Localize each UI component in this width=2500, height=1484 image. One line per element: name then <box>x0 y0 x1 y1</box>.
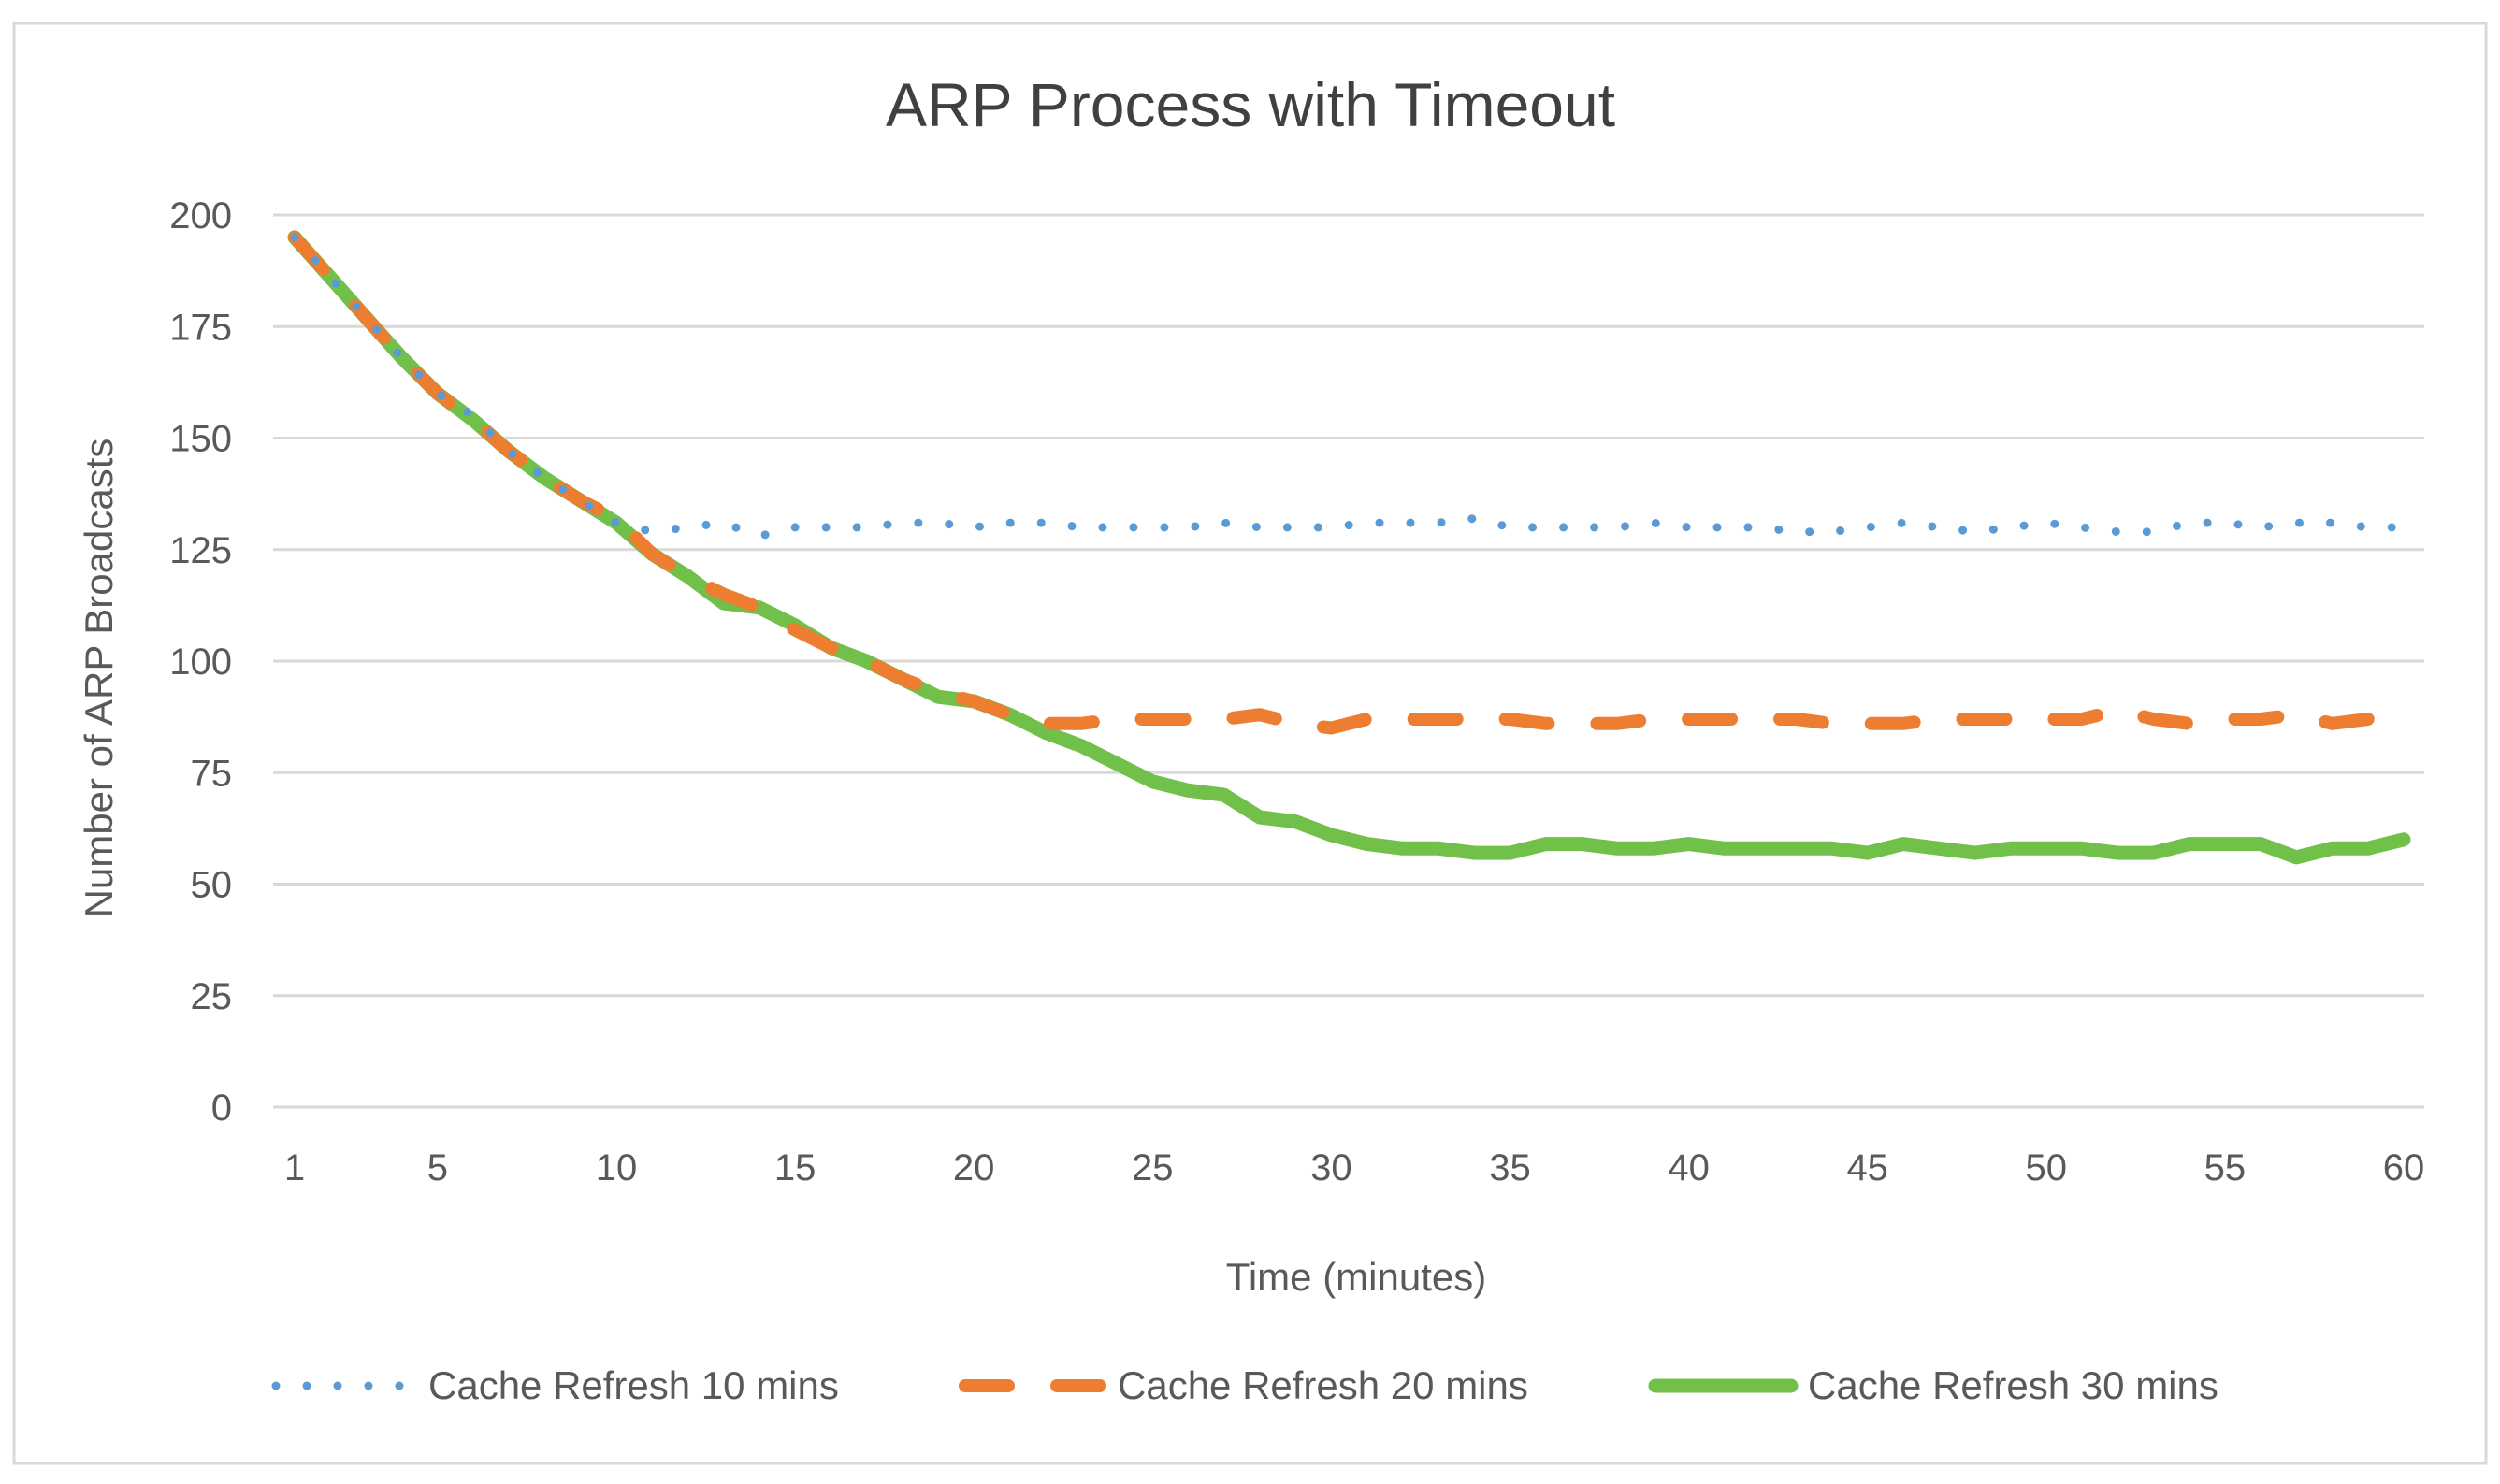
y-tick-label: 125 <box>169 530 232 571</box>
x-tick-label: 40 <box>1668 1147 1710 1189</box>
x-tick-label: 10 <box>596 1147 638 1189</box>
legend-label-2: Cache Refresh 20 mins <box>1118 1363 1528 1407</box>
y-tick-label: 50 <box>191 865 233 906</box>
x-tick-label: 60 <box>2383 1147 2425 1189</box>
x-tick-label: 15 <box>774 1147 816 1189</box>
y-tick-label: 100 <box>169 641 232 683</box>
y-axis-label: Number of ARP Broadcasts <box>77 439 121 918</box>
x-tick-label: 45 <box>1846 1147 1888 1189</box>
y-tick-label: 175 <box>169 307 232 348</box>
x-tick-label: 5 <box>427 1147 448 1189</box>
x-axis-label: Time (minutes) <box>1226 1255 1486 1299</box>
y-tick-label: 25 <box>191 976 233 1017</box>
y-tick-label: 75 <box>191 753 233 794</box>
x-tick-label: 55 <box>2204 1147 2247 1189</box>
x-tick-label: 50 <box>2026 1147 2068 1189</box>
y-tick-label: 200 <box>169 195 232 237</box>
y-tick-label: 0 <box>211 1088 232 1129</box>
chart-container: ARP Process with Timeout 0 25 50 75 100 125 15… <box>0 0 2500 1479</box>
legend-label-3: Cache Refresh 30 mins <box>1808 1363 2218 1407</box>
legend: Cache Refresh 10 mins Cache Refresh 20 mi… <box>276 1363 2218 1407</box>
line-chart: ARP Process with Timeout 025507510012515… <box>0 0 2500 1479</box>
chart-frame <box>14 23 2486 1463</box>
x-tick-label: 25 <box>1132 1147 1174 1189</box>
x-tick-label: 1 <box>284 1147 305 1189</box>
y-tick-label: 150 <box>169 419 232 460</box>
x-tick-label: 20 <box>953 1147 995 1189</box>
x-tick-label: 35 <box>1489 1147 1531 1189</box>
x-tick-label: 30 <box>1310 1147 1352 1189</box>
chart-title: ARP Process with Timeout <box>886 70 1615 139</box>
legend-label-1: Cache Refresh 10 mins <box>428 1363 839 1407</box>
